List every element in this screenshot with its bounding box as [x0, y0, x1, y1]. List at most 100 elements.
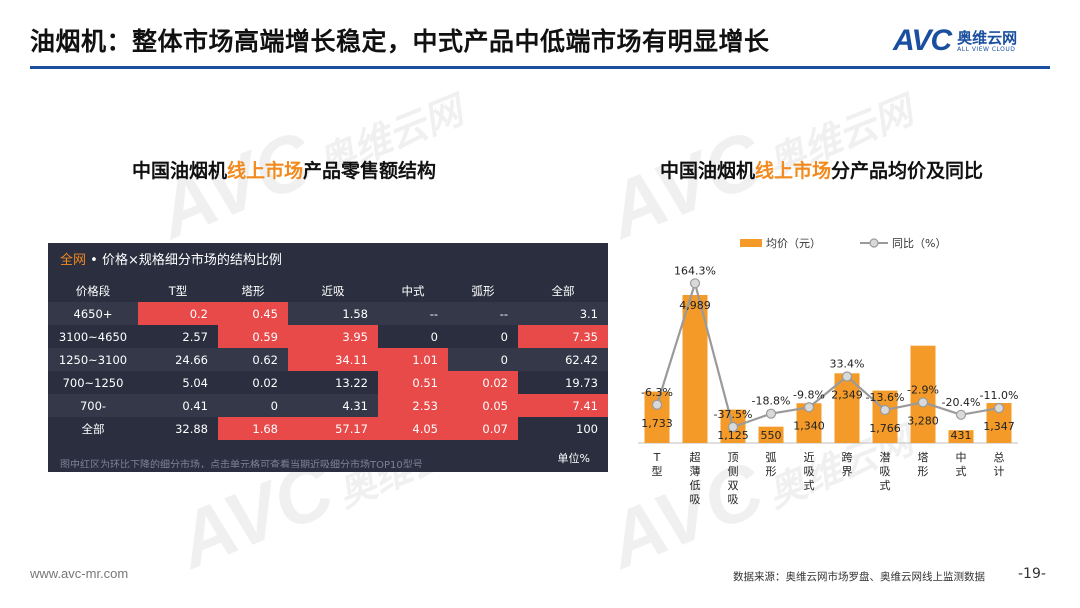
x-tick-label-3: 弧形 [766, 450, 777, 478]
table-cell[interactable]: 0.05 [448, 394, 518, 417]
table-cell[interactable]: 0 [218, 394, 288, 417]
table-cell[interactable]: 0 [448, 325, 518, 348]
bar-value-label: 1,340 [793, 419, 825, 432]
table-cell[interactable]: 57.17 [288, 417, 378, 440]
row-label-cell: 700~1250 [48, 371, 138, 394]
brand-mark: AVC [893, 24, 952, 57]
table-cell[interactable]: 0.51 [378, 371, 448, 394]
table-row: 700~1250 5.04 0.02 13.22 0.51 0.02 19.73 [48, 371, 608, 394]
bar-value-label: 4,989 [679, 299, 711, 312]
brand-name-en: ALL VIEW CLOUD [957, 45, 1016, 53]
row-label-cell: 4650+ [48, 302, 138, 325]
bar-1 [682, 294, 708, 443]
table-cell[interactable]: 34.11 [288, 348, 378, 371]
legend-label-bar: 均价（元） [766, 237, 821, 250]
yoy-point-6 [879, 404, 891, 416]
row-label-cell: 全部 [48, 417, 138, 440]
table-cell[interactable]: 0.41 [138, 394, 218, 417]
bar-value-label: 2,349 [831, 388, 863, 401]
brand-logo: AVC 奥维云网 ALL VIEW CLOUD [893, 24, 1017, 58]
table-cell[interactable]: 4.31 [288, 394, 378, 417]
table-header-cell: 塔形 [241, 283, 265, 298]
table-cell[interactable]: 1.58 [288, 302, 378, 325]
legend-marker-line [869, 238, 879, 248]
table-row: 4650+ 0.2 0.45 1.58 -- -- 3.1 [48, 302, 608, 325]
yoy-value-label: -2.9% [907, 383, 939, 396]
table-cell[interactable]: 0.45 [218, 302, 288, 325]
page-title: 油烟机：整体市场高端增长稳定，中式产品中低端市场有明显增长 [30, 27, 770, 56]
table-cell[interactable]: 3.95 [288, 325, 378, 348]
yoy-point-5 [841, 371, 853, 382]
x-tick-label-5: 跨界 [842, 451, 853, 478]
bar-8 [948, 430, 974, 443]
yoy-value-label: -18.8% [752, 395, 791, 408]
table-unit: 单位% [557, 452, 590, 465]
x-tick-label-4: 近吸式 [804, 451, 815, 492]
legend-label-line: 同比（%） [892, 237, 946, 250]
row-label-cell: 700- [48, 394, 138, 417]
data-source: 数据来源：奥维云网市场罗盘、奥维云网线上监测数据 [733, 571, 985, 583]
x-tick-label-9: 总计 [994, 450, 1005, 478]
table-cell[interactable]: 2.57 [138, 325, 218, 348]
yoy-value-label: 164.3% [674, 264, 716, 277]
table-row: 3100~4650 2.57 0.59 3.95 0 0 7.35 [48, 325, 608, 348]
table-header-cell: 近吸 [321, 283, 345, 298]
table-header-cell: 弧形 [471, 283, 495, 298]
table-cell[interactable]: 0.02 [218, 371, 288, 394]
table-cell[interactable]: 0 [378, 325, 448, 348]
table-cell[interactable]: 100 [518, 417, 608, 440]
yoy-point-9 [993, 403, 1005, 414]
yoy-value-label: -11.0% [980, 389, 1019, 402]
table-cell[interactable]: 3.1 [518, 302, 608, 325]
table-cell[interactable]: 7.41 [518, 394, 608, 417]
table-cell[interactable]: 7.35 [518, 325, 608, 348]
bar-value-label: 1,766 [869, 422, 901, 435]
table-cell[interactable]: 5.04 [138, 371, 218, 394]
table-cell[interactable]: 0.62 [218, 348, 288, 371]
table-cell[interactable]: 0 [448, 348, 518, 371]
table-cell[interactable]: -- [448, 302, 518, 325]
table-cell[interactable]: 1.68 [218, 417, 288, 440]
x-tick-label-6: 潜吸式 [880, 450, 891, 492]
bar-6 [872, 390, 898, 443]
table-cell[interactable]: 0.59 [218, 325, 288, 348]
header-divider [30, 66, 1050, 69]
yoy-value-label: -13.6% [866, 391, 905, 404]
yoy-point-4 [803, 402, 815, 413]
caption-scope[interactable]: 全网 [60, 253, 87, 268]
yoy-line [655, 279, 1000, 429]
table-header-cell: 中式 [401, 283, 425, 298]
footer-url[interactable]: www.avc-mr.com [30, 566, 129, 581]
table-cell[interactable]: 0.07 [448, 417, 518, 440]
table-cell[interactable]: -- [378, 302, 448, 325]
table-row: 1250~3100 24.66 0.62 34.11 1.01 0 62.42 [48, 348, 608, 371]
table-note: 图中红区为环比下降的细分市场，点击单元格可查看当期近吸细分市场TOP10型号 [60, 460, 423, 468]
table-cell[interactable]: 0.02 [448, 371, 518, 394]
row-label-cell: 1250~3100 [48, 348, 138, 371]
table-row: 700- 0.41 0 4.31 2.53 0.05 7.41 [48, 394, 608, 417]
yoy-value-label: -37.5% [714, 408, 753, 421]
structure-table: 价格段 T型 塔形 近吸 中式 弧形 全部 4650+ 0.2 0.45 1.58 -- -- 3.1 3… [48, 279, 608, 440]
x-tick-label-1: 超薄低吸 [690, 450, 701, 506]
legend-swatch-bar [740, 239, 762, 247]
table-cell[interactable]: 24.66 [138, 348, 218, 371]
bar-value-label: 3,280 [907, 414, 939, 427]
table-cell[interactable]: 4.05 [378, 417, 448, 440]
table-cell[interactable]: 1.01 [378, 348, 448, 371]
table-cell[interactable]: 19.73 [518, 371, 608, 394]
bar-7 [910, 345, 936, 443]
table-cell[interactable]: 0.2 [138, 302, 218, 325]
table-cell[interactable]: 62.42 [518, 348, 608, 371]
yoy-value-label: 33.4% [830, 357, 865, 370]
table-cell[interactable]: 2.53 [378, 394, 448, 417]
table-cell[interactable]: 13.22 [288, 371, 378, 394]
bar-3 [758, 426, 784, 443]
brand-name-cn: 奥维云网 [957, 28, 1018, 47]
x-tick-label-2: 顶侧双吸 [728, 451, 739, 506]
page-number: -19- [1018, 566, 1046, 582]
left-section-title: 中国油烟机线上市场产品零售额结构 [132, 160, 437, 182]
right-section-title: 中国油烟机线上市场分产品均价及同比 [660, 160, 984, 182]
table-cell[interactable]: 32.88 [138, 417, 218, 440]
structure-table-panel: 全网 • 价格×规格细分市场的结构比例 价格段 T型 塔形 近吸 中式 弧形 全部 4650… [48, 243, 608, 472]
